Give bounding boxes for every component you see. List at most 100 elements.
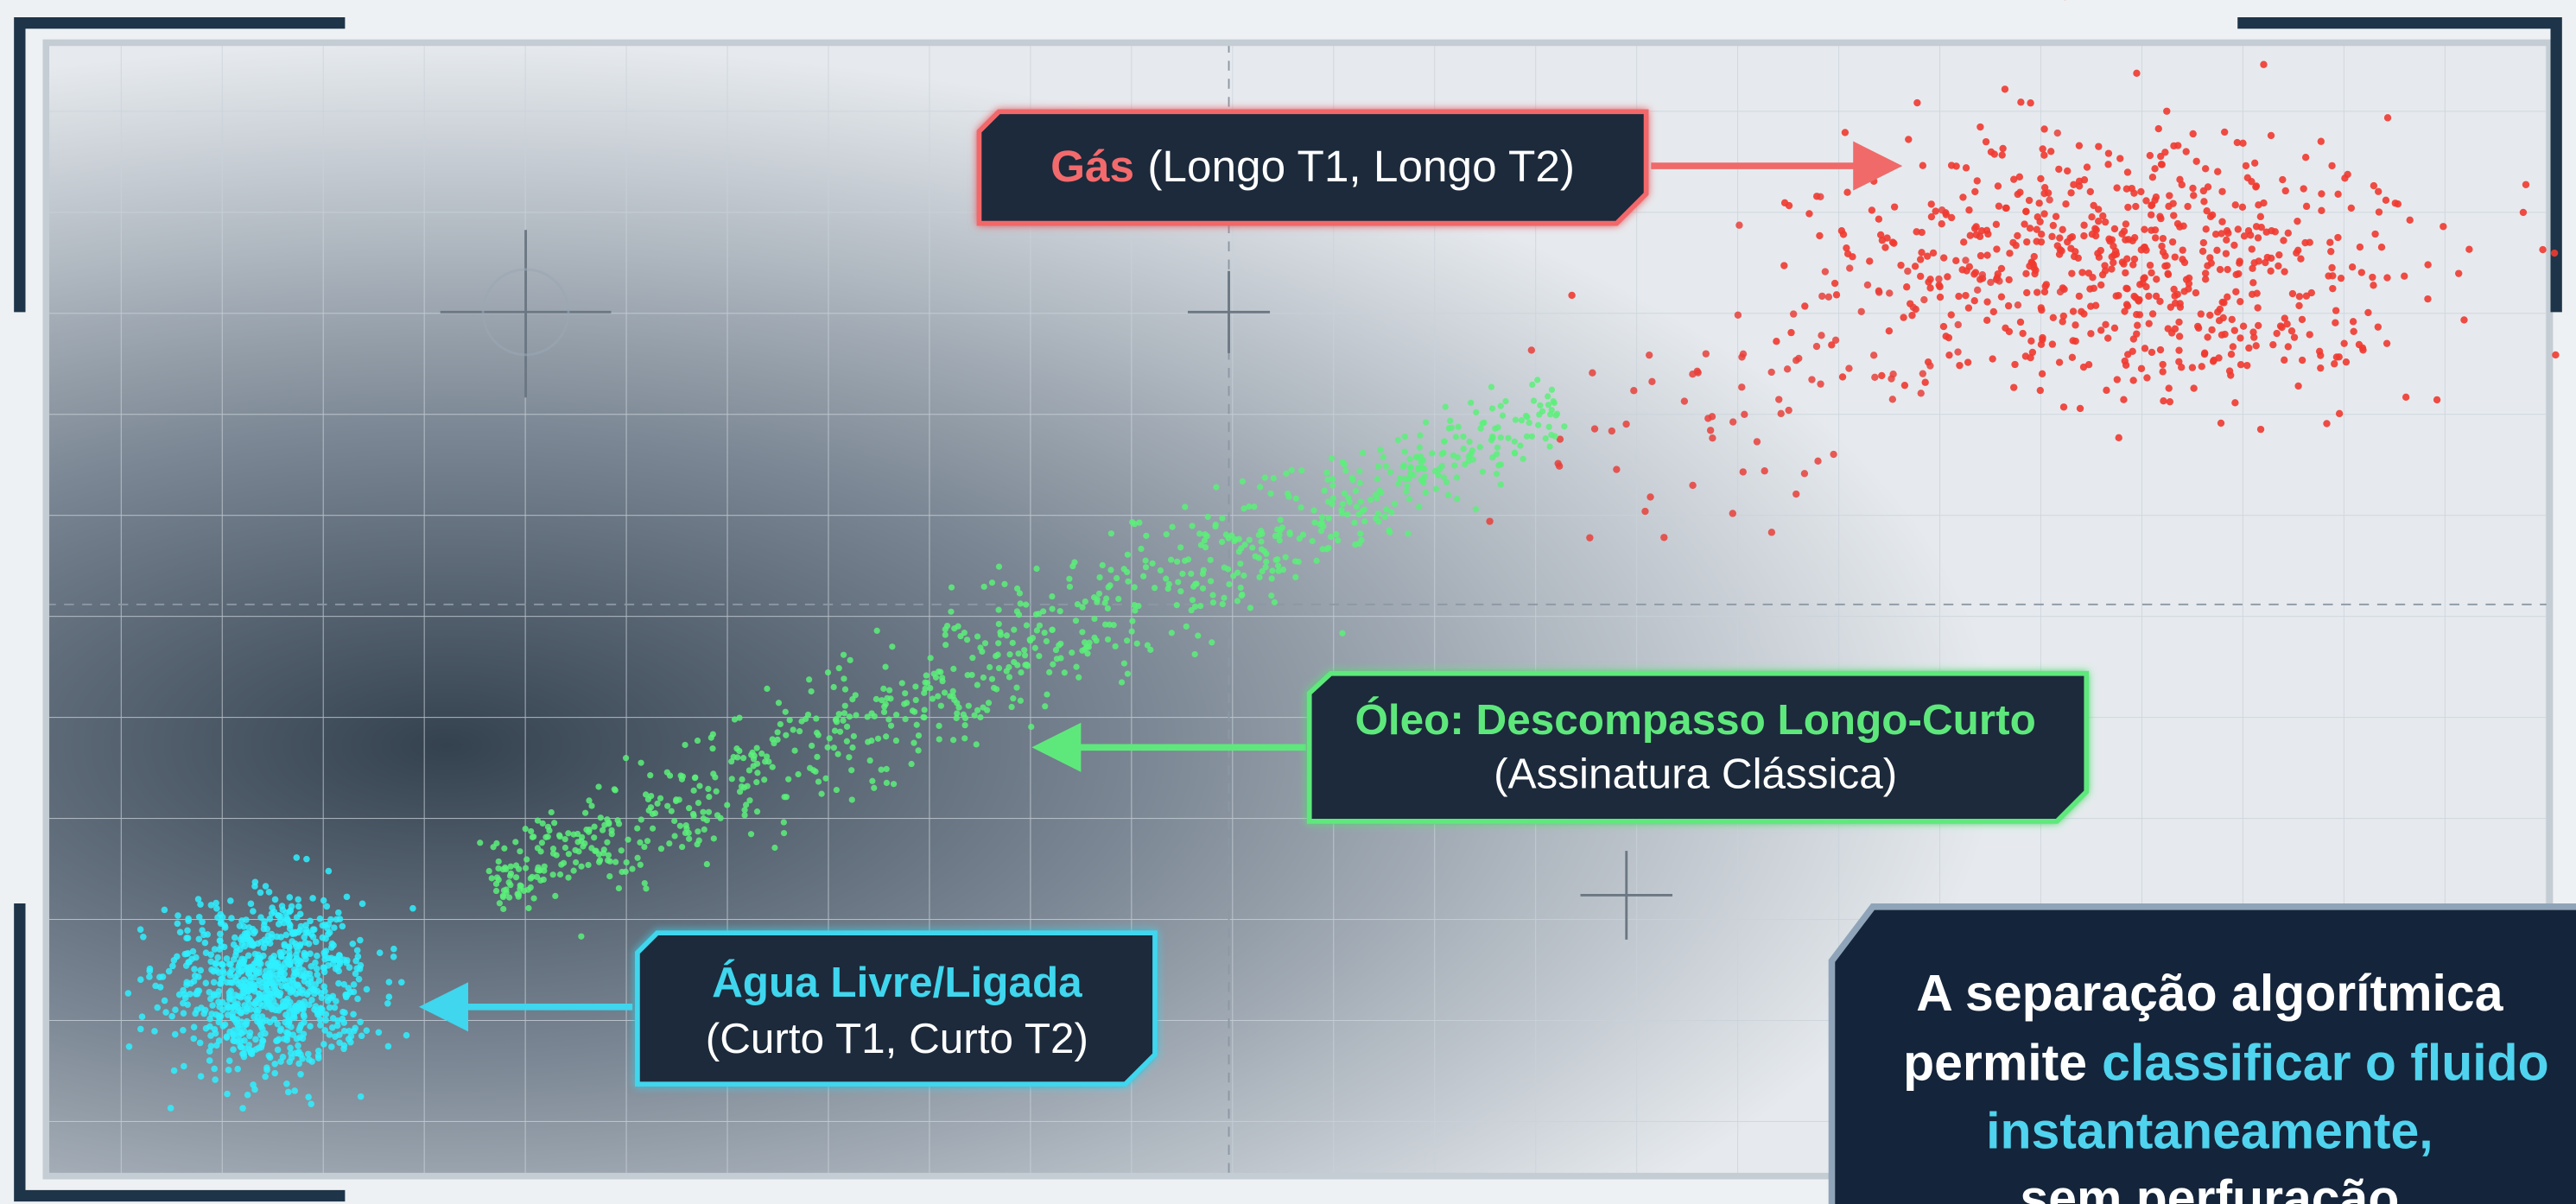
- dot: [612, 859, 619, 865]
- dot: [2062, 200, 2070, 208]
- dot: [1382, 462, 1389, 470]
- dot: [2221, 330, 2229, 339]
- dot: [266, 940, 274, 947]
- dot: [836, 728, 844, 735]
- dot: [527, 884, 534, 891]
- dot: [1904, 267, 1912, 276]
- dot: [1279, 566, 1287, 573]
- dot: [1240, 505, 1247, 512]
- dot: [1497, 434, 1504, 441]
- dot: [1101, 599, 1108, 606]
- dot: [184, 927, 191, 935]
- dot: [2231, 399, 2239, 407]
- dot: [949, 737, 957, 744]
- dot: [293, 854, 301, 861]
- water-detail: (Curto T1, Curto T2): [706, 1015, 1088, 1062]
- dot: [1561, 423, 1568, 430]
- dot: [268, 934, 276, 941]
- dot: [1268, 592, 1275, 599]
- dot: [551, 820, 558, 827]
- dot: [2519, 208, 2528, 217]
- dot: [2334, 190, 2342, 198]
- gas-label: Gás (Longo T1, Longo T2): [1050, 141, 1575, 190]
- dot: [948, 608, 955, 615]
- dot: [2335, 353, 2343, 361]
- dot: [2341, 174, 2349, 182]
- dot: [2194, 322, 2202, 331]
- dot: [322, 947, 330, 954]
- dot: [2122, 284, 2130, 292]
- dot: [969, 655, 976, 662]
- dot: [2364, 308, 2372, 317]
- dot: [2075, 142, 2084, 149]
- dot: [993, 686, 1000, 693]
- dot: [539, 820, 546, 827]
- dot: [2010, 383, 2018, 391]
- dot: [2072, 321, 2079, 329]
- dot: [2009, 238, 2017, 247]
- dot: [2175, 333, 2184, 340]
- dot: [2293, 249, 2300, 257]
- dot: [181, 994, 189, 1002]
- dot: [2332, 307, 2340, 314]
- dot: [1072, 618, 1080, 624]
- dot: [244, 952, 252, 960]
- dot: [1866, 257, 1874, 265]
- dot: [1407, 464, 1414, 471]
- dot: [2281, 187, 2289, 195]
- dot: [1973, 177, 1981, 185]
- dot: [1897, 261, 1905, 269]
- dot: [1838, 373, 1847, 381]
- dot: [2218, 230, 2225, 238]
- dot: [1994, 182, 2002, 190]
- dot: [1046, 669, 1053, 676]
- dot: [1476, 444, 1483, 451]
- dot: [1920, 295, 1928, 304]
- dot: [2151, 226, 2160, 234]
- dot: [274, 1020, 282, 1028]
- gas-title: Gás: [1050, 141, 1134, 190]
- dot: [2275, 262, 2282, 270]
- dot: [690, 812, 697, 820]
- dot: [136, 1025, 144, 1033]
- dot: [189, 947, 197, 955]
- dot: [565, 874, 572, 881]
- dot: [1927, 212, 1936, 221]
- dot: [1131, 602, 1138, 609]
- dot: [1311, 519, 1318, 526]
- dot: [1888, 396, 1897, 403]
- dot: [226, 969, 234, 977]
- dot: [291, 940, 299, 947]
- dot: [578, 863, 585, 870]
- dot: [927, 685, 934, 692]
- dot: [864, 713, 871, 720]
- dot: [1492, 425, 1499, 432]
- dot: [1801, 302, 1809, 310]
- dot: [2335, 409, 2344, 418]
- dot: [2040, 189, 2048, 198]
- dot: [1235, 548, 1242, 555]
- dot: [312, 1003, 320, 1010]
- dot: [2086, 187, 2095, 196]
- dot: [1468, 399, 1475, 406]
- dot: [314, 1047, 322, 1055]
- dot: [1955, 292, 1963, 301]
- dot: [233, 1016, 241, 1023]
- dot: [1204, 513, 1211, 521]
- dot: [1133, 640, 1140, 647]
- dot: [570, 831, 577, 838]
- dot: [224, 1090, 231, 1098]
- dot: [238, 917, 245, 924]
- dot: [1545, 402, 1552, 409]
- dot: [2208, 211, 2217, 219]
- dot: [548, 808, 555, 816]
- dot: [2135, 297, 2142, 305]
- dot: [2110, 242, 2117, 250]
- dot: [286, 944, 293, 951]
- dot: [2300, 185, 2307, 193]
- dot: [880, 685, 887, 693]
- dot: [2069, 307, 2078, 315]
- dot: [740, 784, 747, 791]
- dot: [1481, 419, 1488, 426]
- dot: [206, 1048, 213, 1055]
